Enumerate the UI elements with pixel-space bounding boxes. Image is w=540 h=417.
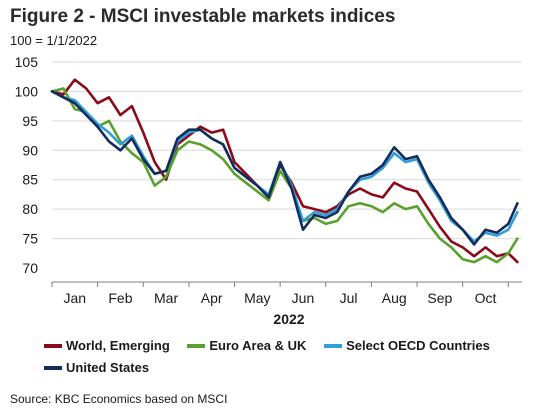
x-tick-label: Feb (108, 290, 132, 306)
legend-swatch-select-oecd (324, 344, 343, 348)
y-tick-label: 80 (22, 201, 38, 217)
y-tick-label: 90 (22, 142, 38, 158)
y-tick-label: 95 (22, 113, 38, 129)
x-tick-label: Jan (64, 290, 87, 306)
chart-legend: World, Emerging Euro Area & UK Select OE… (44, 334, 524, 378)
legend-label: World, Emerging (66, 338, 170, 353)
x-tick-label: Sep (427, 290, 452, 306)
y-tick-label: 105 (15, 54, 39, 70)
legend-swatch-euro-area-uk (187, 344, 206, 348)
legend-item-united-states: United States (44, 358, 149, 378)
x-tick-label: Aug (382, 290, 407, 306)
legend-label: Select OECD Countries (346, 338, 490, 353)
x-tick-label: Mar (154, 290, 178, 306)
x-tick-label: Jun (292, 290, 315, 306)
x-tick-label: Oct (475, 290, 497, 306)
chart-subtitle: 100 = 1/1/2022 (10, 33, 98, 48)
legend-swatch-united-states (44, 366, 62, 370)
y-tick-label: 75 (22, 231, 38, 247)
legend-item-euro-area-uk: Euro Area & UK (187, 336, 306, 356)
x-tick-label: Jul (340, 290, 358, 306)
y-tick-label: 70 (22, 260, 38, 276)
series-line-euro-area-uk (50, 87, 519, 264)
y-tick-label: 100 (15, 83, 39, 99)
y-tick-label: 85 (22, 172, 38, 188)
x-tick-label: Apr (201, 290, 223, 306)
source-note: Source: KBC Economics based on MSCI (10, 392, 228, 406)
legend-item-select-oecd: Select OECD Countries (324, 336, 490, 356)
legend-label: United States (66, 360, 150, 375)
x-tick-label: May (244, 290, 270, 306)
series-line-united-states (50, 90, 519, 246)
legend-label: Euro Area & UK (209, 338, 307, 353)
x-axis-label: 2022 (273, 311, 304, 327)
chart-title: Figure 2 - MSCI investable markets indic… (10, 6, 396, 27)
legend-item-world-emerging: World, Emerging (44, 336, 170, 356)
legend-swatch-world-emerging (44, 344, 62, 348)
